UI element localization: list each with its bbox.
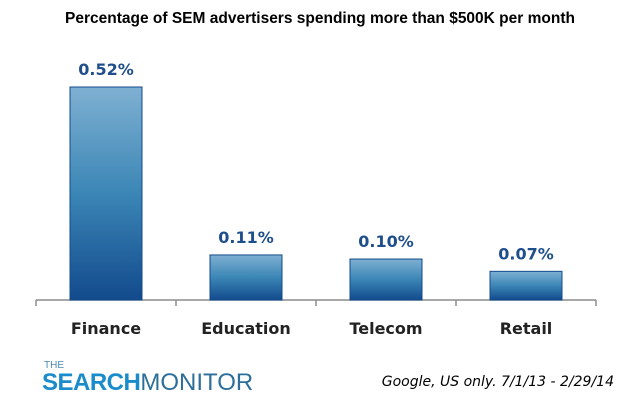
bar-education: [209, 254, 283, 301]
x-tick-label: Education: [201, 319, 291, 338]
bar-retail: [489, 270, 563, 301]
chart-title: Percentage of SEM advertisers spending m…: [65, 10, 575, 27]
bar-telecom: [349, 258, 423, 301]
data-label: 0.07%: [498, 244, 554, 263]
search-monitor-logo: THE SEARCHMONITOR: [42, 361, 253, 395]
data-label: 0.11%: [218, 228, 274, 247]
logo-the: THE: [44, 360, 64, 371]
logo-monitor: MONITOR: [140, 369, 254, 396]
bar-finance: [69, 86, 143, 301]
source-note: Google, US only. 7/1/13 - 2/29/14: [381, 374, 614, 390]
x-tick-label: Finance: [71, 319, 141, 338]
x-tick-label: Telecom: [349, 319, 422, 338]
data-label: 0.10%: [358, 232, 414, 251]
logo-search: SEARCH: [42, 369, 141, 396]
bar-chart: 0.52% Finance 0.11% Education 0.10% Telecom 0.…: [35, 60, 597, 338]
data-label: 0.52%: [78, 60, 134, 79]
x-tick-label: Retail: [500, 319, 553, 338]
